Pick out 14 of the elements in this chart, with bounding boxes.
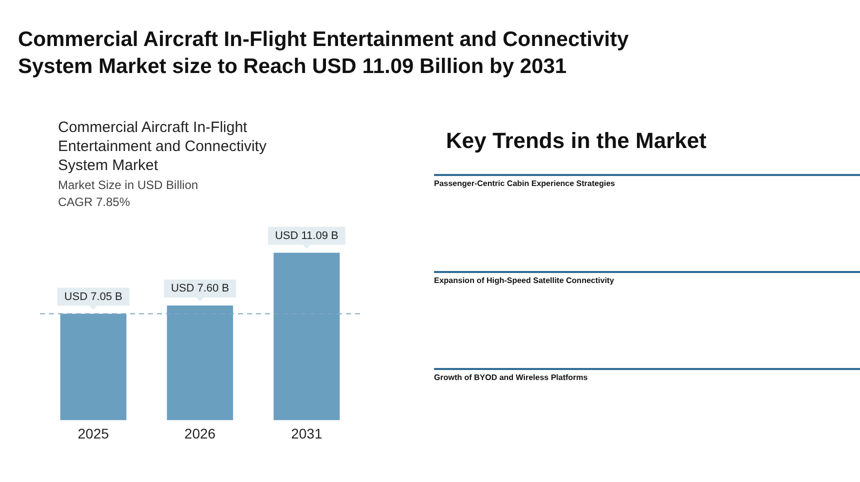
text: Growth of BYOD and Wireless Platforms [434,368,860,465]
text: Expansion of High-Speed Satellite Connectivity [434,271,860,368]
chart-subtitle: Market Size in USD Billion [58,178,200,192]
text: Commercial Aircraft In-Flight Entertainment and Connectivity System Market size to Reach USD 11.09 Billion by 2031 [18,27,630,80]
text: Key Trends in the Market [446,128,708,154]
text: Passenger-Centric Cabin Experience Strategies [434,174,860,271]
x-tick-label: 2026 [184,425,216,442]
data-label: USD 7.05 B [64,290,122,303]
data-label: USD 11.09 B [274,230,338,242]
data-label: USD 7.60 B [170,282,230,294]
text: CAGR 7.85% [58,195,132,209]
x-tick-label: 2031 [291,425,322,442]
x-tick-label: 2025 [78,425,110,442]
chart-title: Commercial Aircraft In-Flight Entertainment and Connectivity System Market [58,118,268,175]
